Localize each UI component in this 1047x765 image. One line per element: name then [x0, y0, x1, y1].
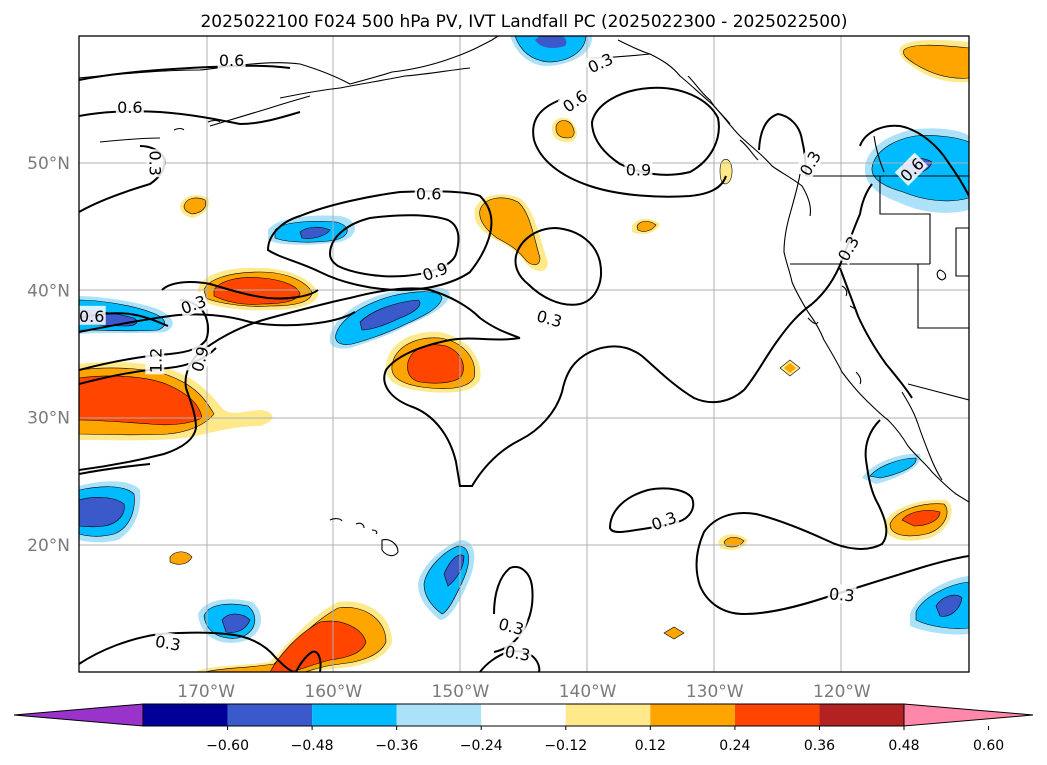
contour-label-text: 0.6 [416, 185, 441, 204]
lon-label: 160°W [304, 682, 362, 702]
contour-label: 0.3 [152, 630, 184, 655]
contour-label: 0.3 [145, 149, 166, 178]
lat-label: 50°N [27, 154, 70, 174]
colorbar-tick-label: −0.60 [206, 738, 249, 754]
lat-label: 40°N [27, 281, 70, 301]
contour-label: 0.3 [502, 640, 534, 665]
contour-label-text: 0.3 [503, 642, 531, 665]
contour-label: 0.9 [418, 257, 452, 285]
contour-label-text: 0.3 [145, 150, 164, 175]
contour-label: 0.6 [79, 305, 106, 326]
contour-label-text: 0.9 [626, 161, 651, 180]
colorbar-tick-label: −0.48 [291, 738, 334, 754]
lat-label: 30°N [27, 409, 70, 429]
longitude-labels: 170°W 160°W 150°W 140°W 130°W 120°W [177, 682, 871, 702]
colorbar [13, 703, 1034, 727]
colorbar-bin [565, 704, 651, 726]
colorbar-tick-label: −0.36 [375, 738, 418, 754]
contour-label: 0.3 [827, 583, 857, 605]
contour-label-text: 0.3 [154, 632, 182, 655]
colorbar-tick-label: −0.12 [544, 738, 587, 754]
contour-label-text: 0.6 [79, 307, 104, 326]
contour-label: 0.6 [414, 183, 443, 204]
lon-label: 150°W [432, 682, 490, 702]
colorbar-frame [142, 703, 905, 727]
contour-label-text: 0.6 [117, 98, 142, 117]
colorbar-tick-label: 0.12 [635, 738, 666, 754]
colorbar-bin [312, 704, 397, 726]
map-title: 2025022100 F024 500 hPa PV, IVT Landfall… [200, 12, 847, 32]
colorbar-bin [143, 704, 228, 726]
latitude-labels: 20°N 30°N 40°N 50°N [27, 154, 70, 556]
colorbar-tick-label: 0.48 [888, 738, 919, 754]
lon-label: 140°W [559, 682, 617, 702]
colorbar-bin [227, 704, 313, 726]
colorbar-bin [481, 704, 566, 726]
map-background [79, 36, 969, 672]
colorbar-tick-label: 0.24 [719, 738, 750, 754]
lon-label: 130°W [686, 682, 744, 702]
colorbar-tick-label: −0.24 [460, 738, 503, 754]
contour-label-text: 1.2 [146, 348, 165, 373]
colorbar-bin [734, 704, 820, 726]
contour-label-text: 0.6 [219, 51, 244, 70]
colorbar-extend-max [903, 703, 1034, 727]
colorbar-bin [650, 704, 735, 726]
contour-label: 0.6 [217, 50, 246, 70]
colorbar-bin [819, 704, 904, 726]
colorbar-tick-labels: −0.60 −0.48 −0.36 −0.24 −0.12 0.12 0.24 0.36 0.4… [206, 726, 1004, 754]
contour-label: 1.2 [145, 346, 165, 375]
lon-label: 120°W [813, 682, 871, 702]
colorbar-tick-label: 0.60 [973, 738, 1004, 754]
colorbar-tick-label: 0.36 [804, 738, 835, 754]
map-frame [78, 35, 970, 673]
colorbar-extend-min [13, 703, 144, 727]
contour-label: 0.6 [115, 97, 144, 117]
colorbar-bin [396, 704, 482, 726]
lon-label: 170°W [177, 682, 235, 702]
map-content: 0.60.60.30.60.90.30.6 0.31.2 0.90.30.60.9 0… [79, 36, 969, 672]
contour-label: 0.9 [624, 159, 653, 180]
lat-label: 20°N [27, 536, 70, 556]
contour-label-text: 0.3 [828, 584, 855, 605]
